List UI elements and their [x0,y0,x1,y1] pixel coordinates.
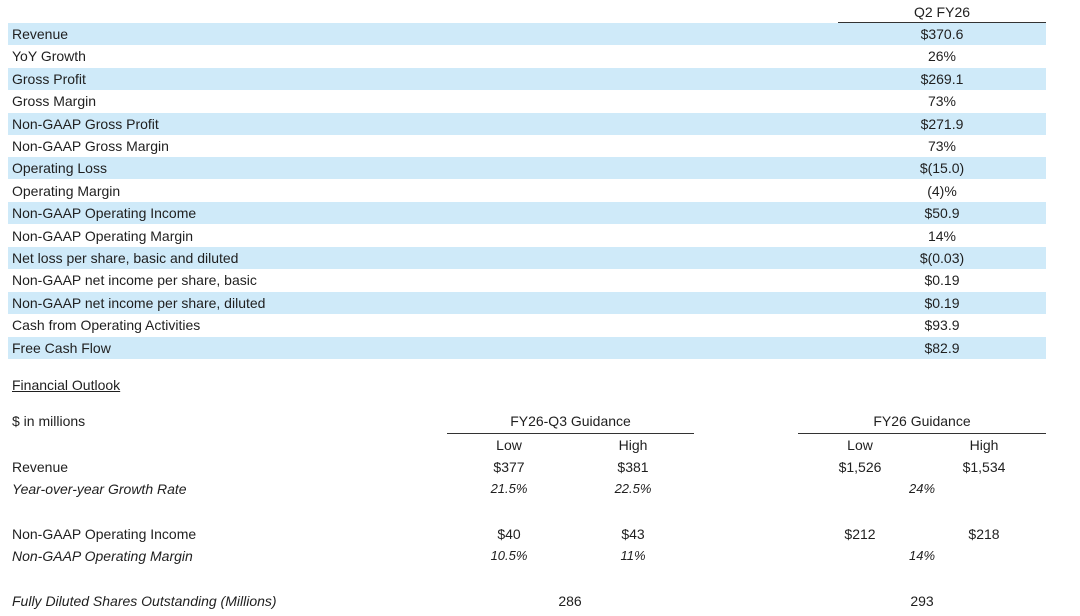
fy-shares: 293 [910,593,934,609]
fy-high-header: High [969,437,999,453]
row-label: Non-GAAP Gross Profit [12,115,159,132]
row-label: Cash from Operating Activities [12,317,201,334]
row-label: Gross Margin [12,93,97,110]
q3-low-header: Low [496,437,522,453]
row-value: $269.1 [920,70,964,87]
fy-revenue-low: $1,526 [838,459,882,475]
growth-rate-label: Year-over-year Growth Rate [12,481,187,497]
table-row: Non-GAAP Gross Profit $271.9 [8,112,1046,135]
q3-shares: 286 [558,593,582,609]
table-row: Non-GAAP Operating Margin 14% [8,225,1046,247]
table-row: Non-GAAP Gross Margin 73% [8,135,1046,157]
table-row: Non-GAAP net income per share, diluted $0… [8,291,1046,314]
fy26-guidance-header: FY26 Guidance [873,413,971,429]
q3-growth-low: 21.5% [490,481,528,496]
row-label: Non-GAAP Operating Income [12,205,197,222]
table-row: Operating Loss $(15.0) [8,157,1046,180]
table-row: Non-GAAP Operating Income $50.9 [8,202,1046,225]
row-label: Non-GAAP Gross Margin [12,138,169,154]
fy-op-income-high: $218 [968,526,1000,542]
q3-op-income-high: $43 [621,526,645,542]
table-row: Free Cash Flow $82.9 [8,336,1046,359]
table-row: Operating Margin (4)% [8,180,1046,202]
row-value: $(0.03) [919,250,965,266]
fy-op-margin: 14% [908,548,936,563]
outlook-revenue-label: Revenue [12,459,69,475]
row-label: Revenue [12,26,69,42]
q3-high-header: High [618,437,648,453]
row-value: 73% [927,138,957,154]
fy26-guidance-rule [798,433,1046,434]
row-value: 26% [927,48,957,65]
op-income-label: Non-GAAP Operating Income [12,526,197,542]
row-value: $0.19 [924,294,960,311]
q3-guidance-rule [447,433,694,434]
row-label: Non-GAAP net income per share, diluted [12,294,266,311]
table-row: Gross Profit $269.1 [8,67,1046,90]
fy-low-header: Low [847,437,873,453]
financial-outlook-title: Financial Outlook [12,377,121,393]
row-label: Non-GAAP net income per share, basic [12,272,257,289]
row-label: Operating Loss [12,160,107,177]
q3-op-income-low: $40 [497,526,521,542]
units-label: $ in millions [12,413,86,429]
table-row: YoY Growth 26% [8,45,1046,67]
row-value: $50.9 [924,205,960,222]
row-label: Net loss per share, basic and diluted [12,250,239,266]
row-value: $370.6 [920,26,964,42]
row-label: Gross Profit [12,70,86,87]
row-label: Non-GAAP Operating Margin [12,227,194,244]
row-label: Operating Margin [12,182,121,199]
q3-revenue-high: $381 [617,459,649,475]
table-row: Cash from Operating Activities $93.9 [8,314,1046,336]
table-row: Revenue $370.6 [8,23,1046,45]
row-value: $(15.0) [919,160,965,177]
row-value: 14% [927,227,957,244]
q3-growth-high: 22.5% [614,481,652,496]
row-label: Free Cash Flow [12,339,111,356]
op-margin-label: Non-GAAP Operating Margin [12,548,193,564]
q3-op-margin-high: 11% [620,548,646,563]
row-value: $93.9 [924,317,960,334]
q3-op-margin-low: 10.5% [490,548,528,563]
row-value: (4)% [927,182,957,199]
row-label: YoY Growth [12,48,86,65]
table-row: Non-GAAP net income per share, basic $0.1… [8,269,1046,291]
q3-revenue-low: $377 [493,459,525,475]
row-value: 73% [927,93,957,110]
q3-guidance-header: FY26-Q3 Guidance [510,413,631,429]
fy-growth: 24% [908,481,936,496]
shares-label: Fully Diluted Shares Outstanding (Millio… [12,593,277,609]
row-value: $271.9 [920,115,964,132]
column-header-q2-fy26: Q2 FY26 [838,2,1046,23]
table-row: Net loss per share, basic and diluted $(0… [8,247,1046,269]
fy-revenue-high: $1,534 [962,459,1006,475]
fy-op-income-low: $212 [844,526,876,542]
row-value: $0.19 [924,272,960,289]
row-value: $82.9 [924,339,960,356]
table-row: Gross Margin 73% [8,90,1046,112]
